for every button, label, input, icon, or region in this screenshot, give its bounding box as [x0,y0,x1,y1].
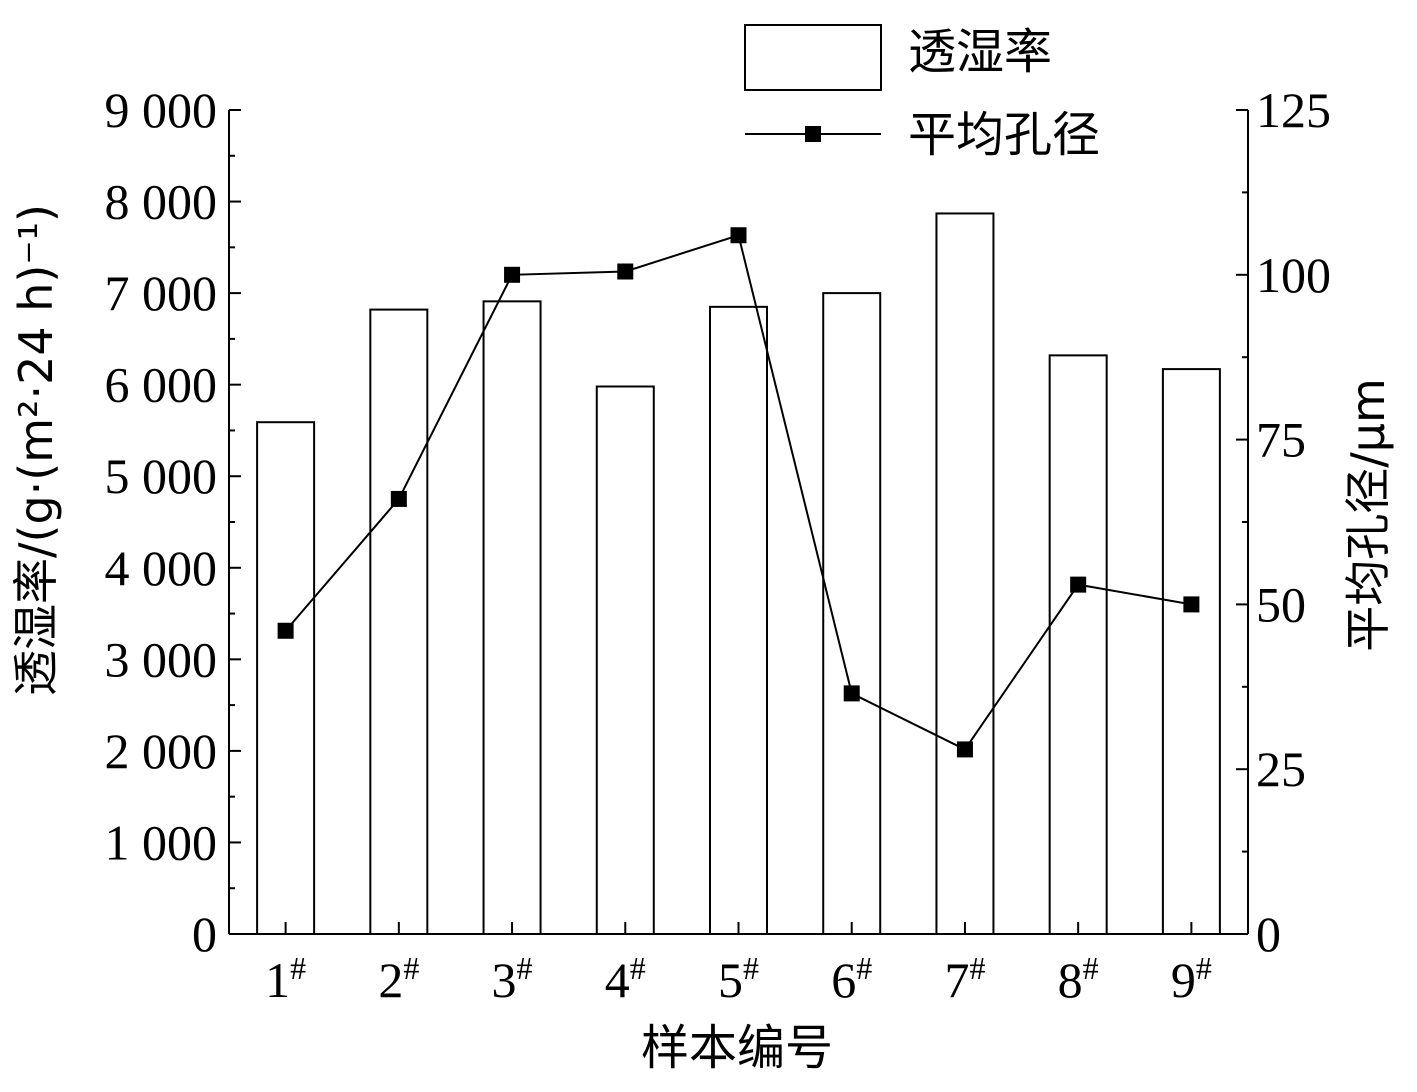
bar-7# [935,212,995,936]
bar-9# [1161,368,1221,935]
legend-line-label: 平均孔径 [908,107,1100,163]
left-tick-label: 0 [192,906,217,962]
left-axis-ticks: 0 1 000 2 000 3 000 4 000 5 000 6 000 7 000 8 00… [105,82,241,962]
left-tick-label: 1 000 [105,814,218,870]
left-tick-label: 8 000 [105,174,218,230]
bar-3# [482,300,542,935]
left-tick-label: 6 000 [105,357,218,413]
bar-2# [369,308,429,935]
bar-5# [709,305,768,936]
point-1# [277,622,294,639]
right-tick-label: 25 [1256,741,1306,797]
right-tick-label: 50 [1256,576,1306,632]
left-tick-label: 9 000 [105,82,218,138]
left-tick-label: 5 000 [105,448,218,504]
x-tick-label: 3# [492,950,533,1008]
line-series-group [277,227,1200,758]
right-tick-label: 100 [1256,247,1331,303]
left-tick-label: 2 000 [105,723,218,779]
point-2# [390,490,407,507]
x-tick-label: 5# [718,950,759,1008]
point-6# [843,685,860,702]
x-tick-label: 6# [831,950,872,1008]
x-tick-label: 2# [378,950,419,1008]
bar-4# [595,385,655,935]
y-axis-left-label: 透湿率/(g·(m²·24 h)⁻¹) [9,204,63,696]
point-3# [504,266,521,283]
point-8# [1070,576,1087,593]
bars-group [256,212,1221,936]
left-tick-label: 3 000 [105,631,218,687]
right-tick-label: 0 [1256,906,1281,962]
right-axis-ticks: 0 25 50 75 100 125 [1236,82,1331,962]
left-tick-label: 7 000 [105,265,218,321]
right-tick-label: 125 [1256,82,1331,138]
legend-line-marker [805,126,821,142]
point-9# [1183,596,1200,613]
y-axis-right-label: 平均孔径/μm [1341,378,1395,652]
right-tick-label: 75 [1256,412,1306,468]
point-7# [956,741,973,758]
x-tick-label: 1# [265,950,306,1008]
bar-8# [1048,354,1108,935]
point-5# [730,227,747,244]
x-axis-label: 样本编号 [641,1020,833,1076]
legend: 透湿率 平均孔径 [744,24,1100,163]
legend-bar-swatch [744,24,882,91]
left-tick-label: 4 000 [105,540,218,596]
x-tick-label: 7# [944,950,985,1008]
bar-1# [256,421,316,935]
x-tick-label: 9# [1171,950,1212,1008]
x-tick-label: 8# [1058,950,1099,1008]
legend-bar-label: 透湿率 [908,24,1052,80]
x-axis-ticks: 1# 2# 3# 4# 5# 6# 7# 8# 9# [265,922,1212,1008]
point-4# [617,263,634,280]
x-tick-label: 4# [605,950,646,1008]
